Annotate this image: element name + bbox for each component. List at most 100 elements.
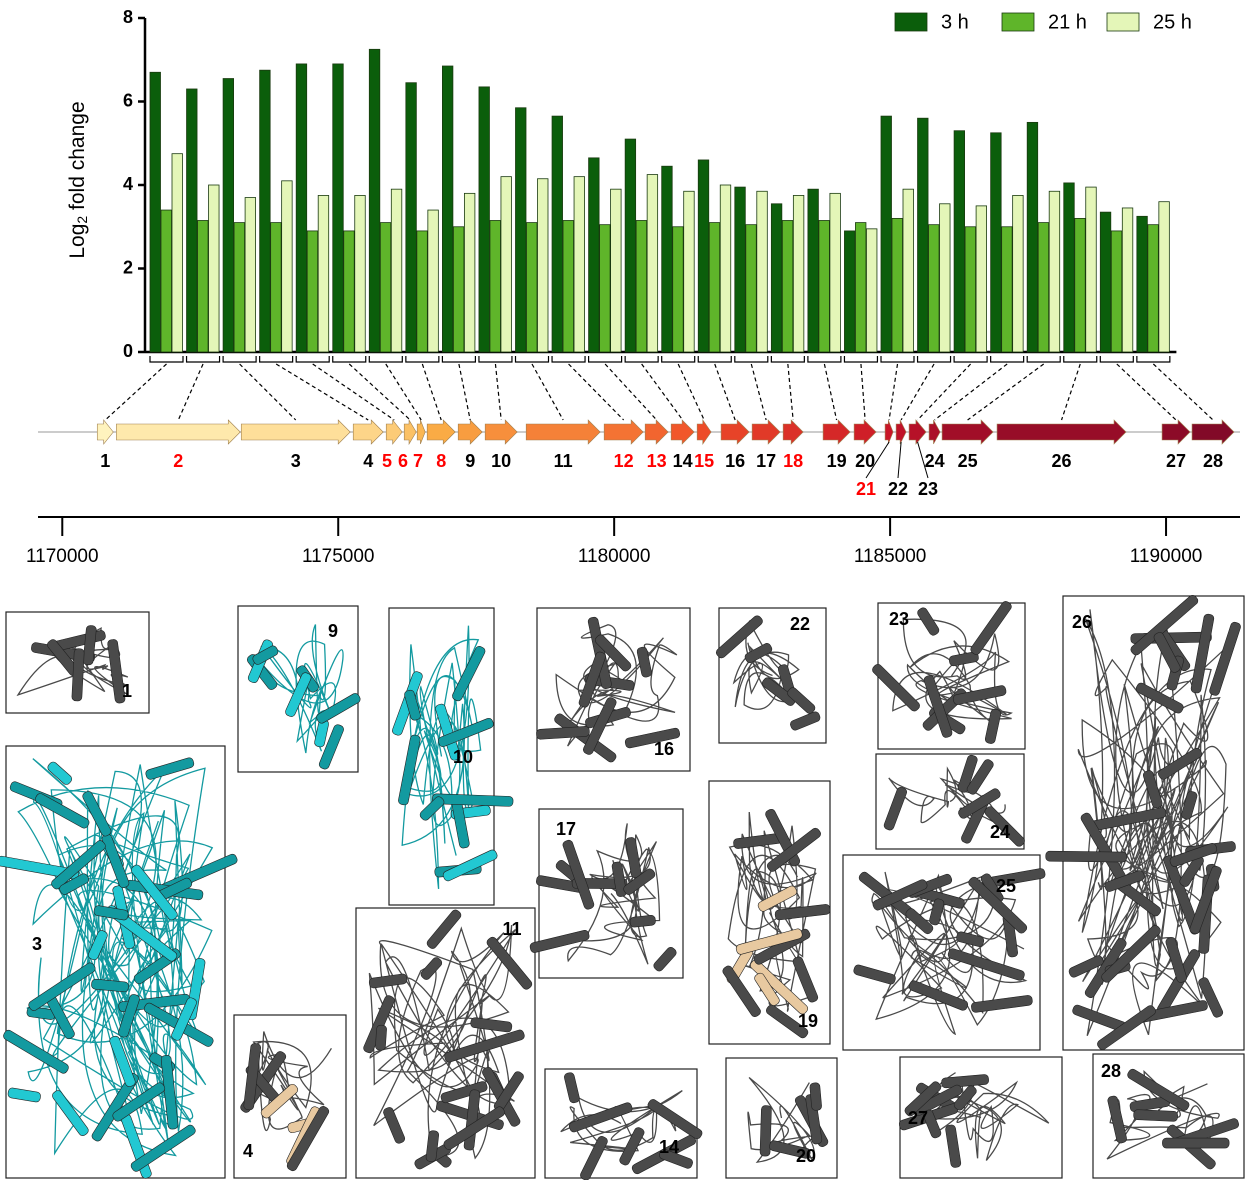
structure-label: 3 bbox=[32, 934, 42, 954]
bracket bbox=[881, 356, 914, 362]
bar bbox=[198, 220, 209, 352]
bracket bbox=[1137, 356, 1170, 362]
bracket bbox=[698, 356, 731, 362]
gene-arrow bbox=[1162, 420, 1190, 444]
gene-label: 26 bbox=[1052, 451, 1072, 471]
bracket bbox=[771, 356, 804, 362]
connector bbox=[918, 364, 971, 420]
bracket bbox=[150, 356, 183, 362]
structure-label: 14 bbox=[659, 1137, 679, 1157]
connector bbox=[532, 364, 563, 420]
connector bbox=[605, 364, 657, 420]
legend-label: 25 h bbox=[1153, 11, 1192, 33]
gene-label: 9 bbox=[465, 451, 475, 471]
bar bbox=[501, 177, 512, 352]
bracket bbox=[1100, 356, 1133, 362]
bar bbox=[417, 231, 428, 352]
x-tick-label: 1190000 bbox=[1130, 546, 1203, 567]
bracket bbox=[333, 356, 366, 362]
bar bbox=[307, 231, 318, 352]
x-tick-label: 1185000 bbox=[854, 546, 927, 567]
bar bbox=[479, 87, 490, 352]
connector bbox=[495, 364, 501, 420]
bar bbox=[187, 89, 198, 352]
bar bbox=[442, 66, 453, 352]
legend-swatch bbox=[1002, 13, 1034, 31]
x-tick-label: 1170000 bbox=[26, 546, 99, 567]
bar bbox=[318, 195, 329, 352]
gene-label: 24 bbox=[925, 451, 945, 471]
gene-arrow bbox=[97, 420, 113, 444]
connector bbox=[889, 364, 897, 420]
y-label-sub: 2 bbox=[74, 216, 90, 224]
bar bbox=[1100, 212, 1111, 352]
legend-label: 3 h bbox=[941, 11, 969, 33]
legend-swatch bbox=[895, 13, 927, 31]
structure-label: 16 bbox=[654, 739, 674, 759]
gene-label: 22 bbox=[888, 479, 908, 499]
bar bbox=[636, 220, 647, 352]
figure: Log2 fold change 024683 h21 h25 h1170000… bbox=[0, 0, 1247, 1180]
bracket bbox=[296, 356, 329, 362]
gene-arrow bbox=[823, 420, 850, 444]
gene-label: 5 bbox=[382, 451, 392, 471]
bar bbox=[611, 189, 622, 352]
bar bbox=[844, 231, 855, 352]
gene-label: 2 bbox=[173, 451, 183, 471]
structure-label: 9 bbox=[328, 621, 338, 641]
bracket bbox=[991, 356, 1024, 362]
bar bbox=[600, 225, 611, 352]
bar bbox=[673, 227, 684, 352]
gene-label: 18 bbox=[783, 451, 803, 471]
bar bbox=[771, 204, 782, 352]
bracket bbox=[1027, 356, 1060, 362]
gene-label: 8 bbox=[436, 451, 446, 471]
bar bbox=[209, 185, 220, 352]
gene-arrow bbox=[942, 420, 993, 444]
bracket bbox=[918, 356, 951, 362]
connector bbox=[861, 364, 865, 420]
structure-helix bbox=[1133, 1110, 1177, 1122]
bar bbox=[903, 189, 914, 352]
bar bbox=[698, 160, 709, 352]
bar bbox=[161, 210, 172, 352]
gene-arrow bbox=[417, 420, 425, 444]
gene-leader bbox=[898, 442, 901, 478]
connector bbox=[824, 364, 836, 420]
gene-arrow bbox=[671, 420, 694, 444]
gene-arrow bbox=[929, 420, 940, 444]
gene-label: 27 bbox=[1166, 451, 1186, 471]
bar bbox=[1002, 227, 1013, 352]
bar bbox=[1137, 216, 1148, 352]
bar bbox=[453, 227, 464, 352]
gene-arrow bbox=[241, 420, 350, 444]
bar bbox=[991, 133, 1002, 352]
bar bbox=[684, 191, 695, 352]
bar bbox=[757, 191, 768, 352]
structure-label: 4 bbox=[243, 1141, 253, 1161]
structure-helix bbox=[1046, 851, 1127, 862]
gene-arrow bbox=[1192, 420, 1234, 444]
bar bbox=[538, 179, 549, 352]
structure-label: 27 bbox=[908, 1108, 928, 1128]
bar bbox=[464, 193, 475, 352]
bracket bbox=[479, 356, 512, 362]
bar bbox=[782, 220, 793, 352]
structure-label: 25 bbox=[996, 876, 1016, 896]
connector bbox=[642, 364, 683, 420]
gene-label: 11 bbox=[554, 451, 573, 471]
bar bbox=[391, 189, 402, 352]
gene-arrow bbox=[353, 420, 383, 444]
gene-arrow bbox=[404, 420, 416, 444]
gene-label: 19 bbox=[827, 451, 847, 471]
connector bbox=[178, 364, 203, 420]
bar bbox=[563, 220, 574, 352]
bracket bbox=[1064, 356, 1097, 362]
connector bbox=[422, 364, 441, 420]
bar bbox=[223, 79, 234, 352]
gene-label: 13 bbox=[647, 451, 667, 471]
connector bbox=[1153, 364, 1213, 420]
bar bbox=[1111, 231, 1122, 352]
bar bbox=[260, 70, 271, 352]
legend-swatch bbox=[1107, 13, 1139, 31]
